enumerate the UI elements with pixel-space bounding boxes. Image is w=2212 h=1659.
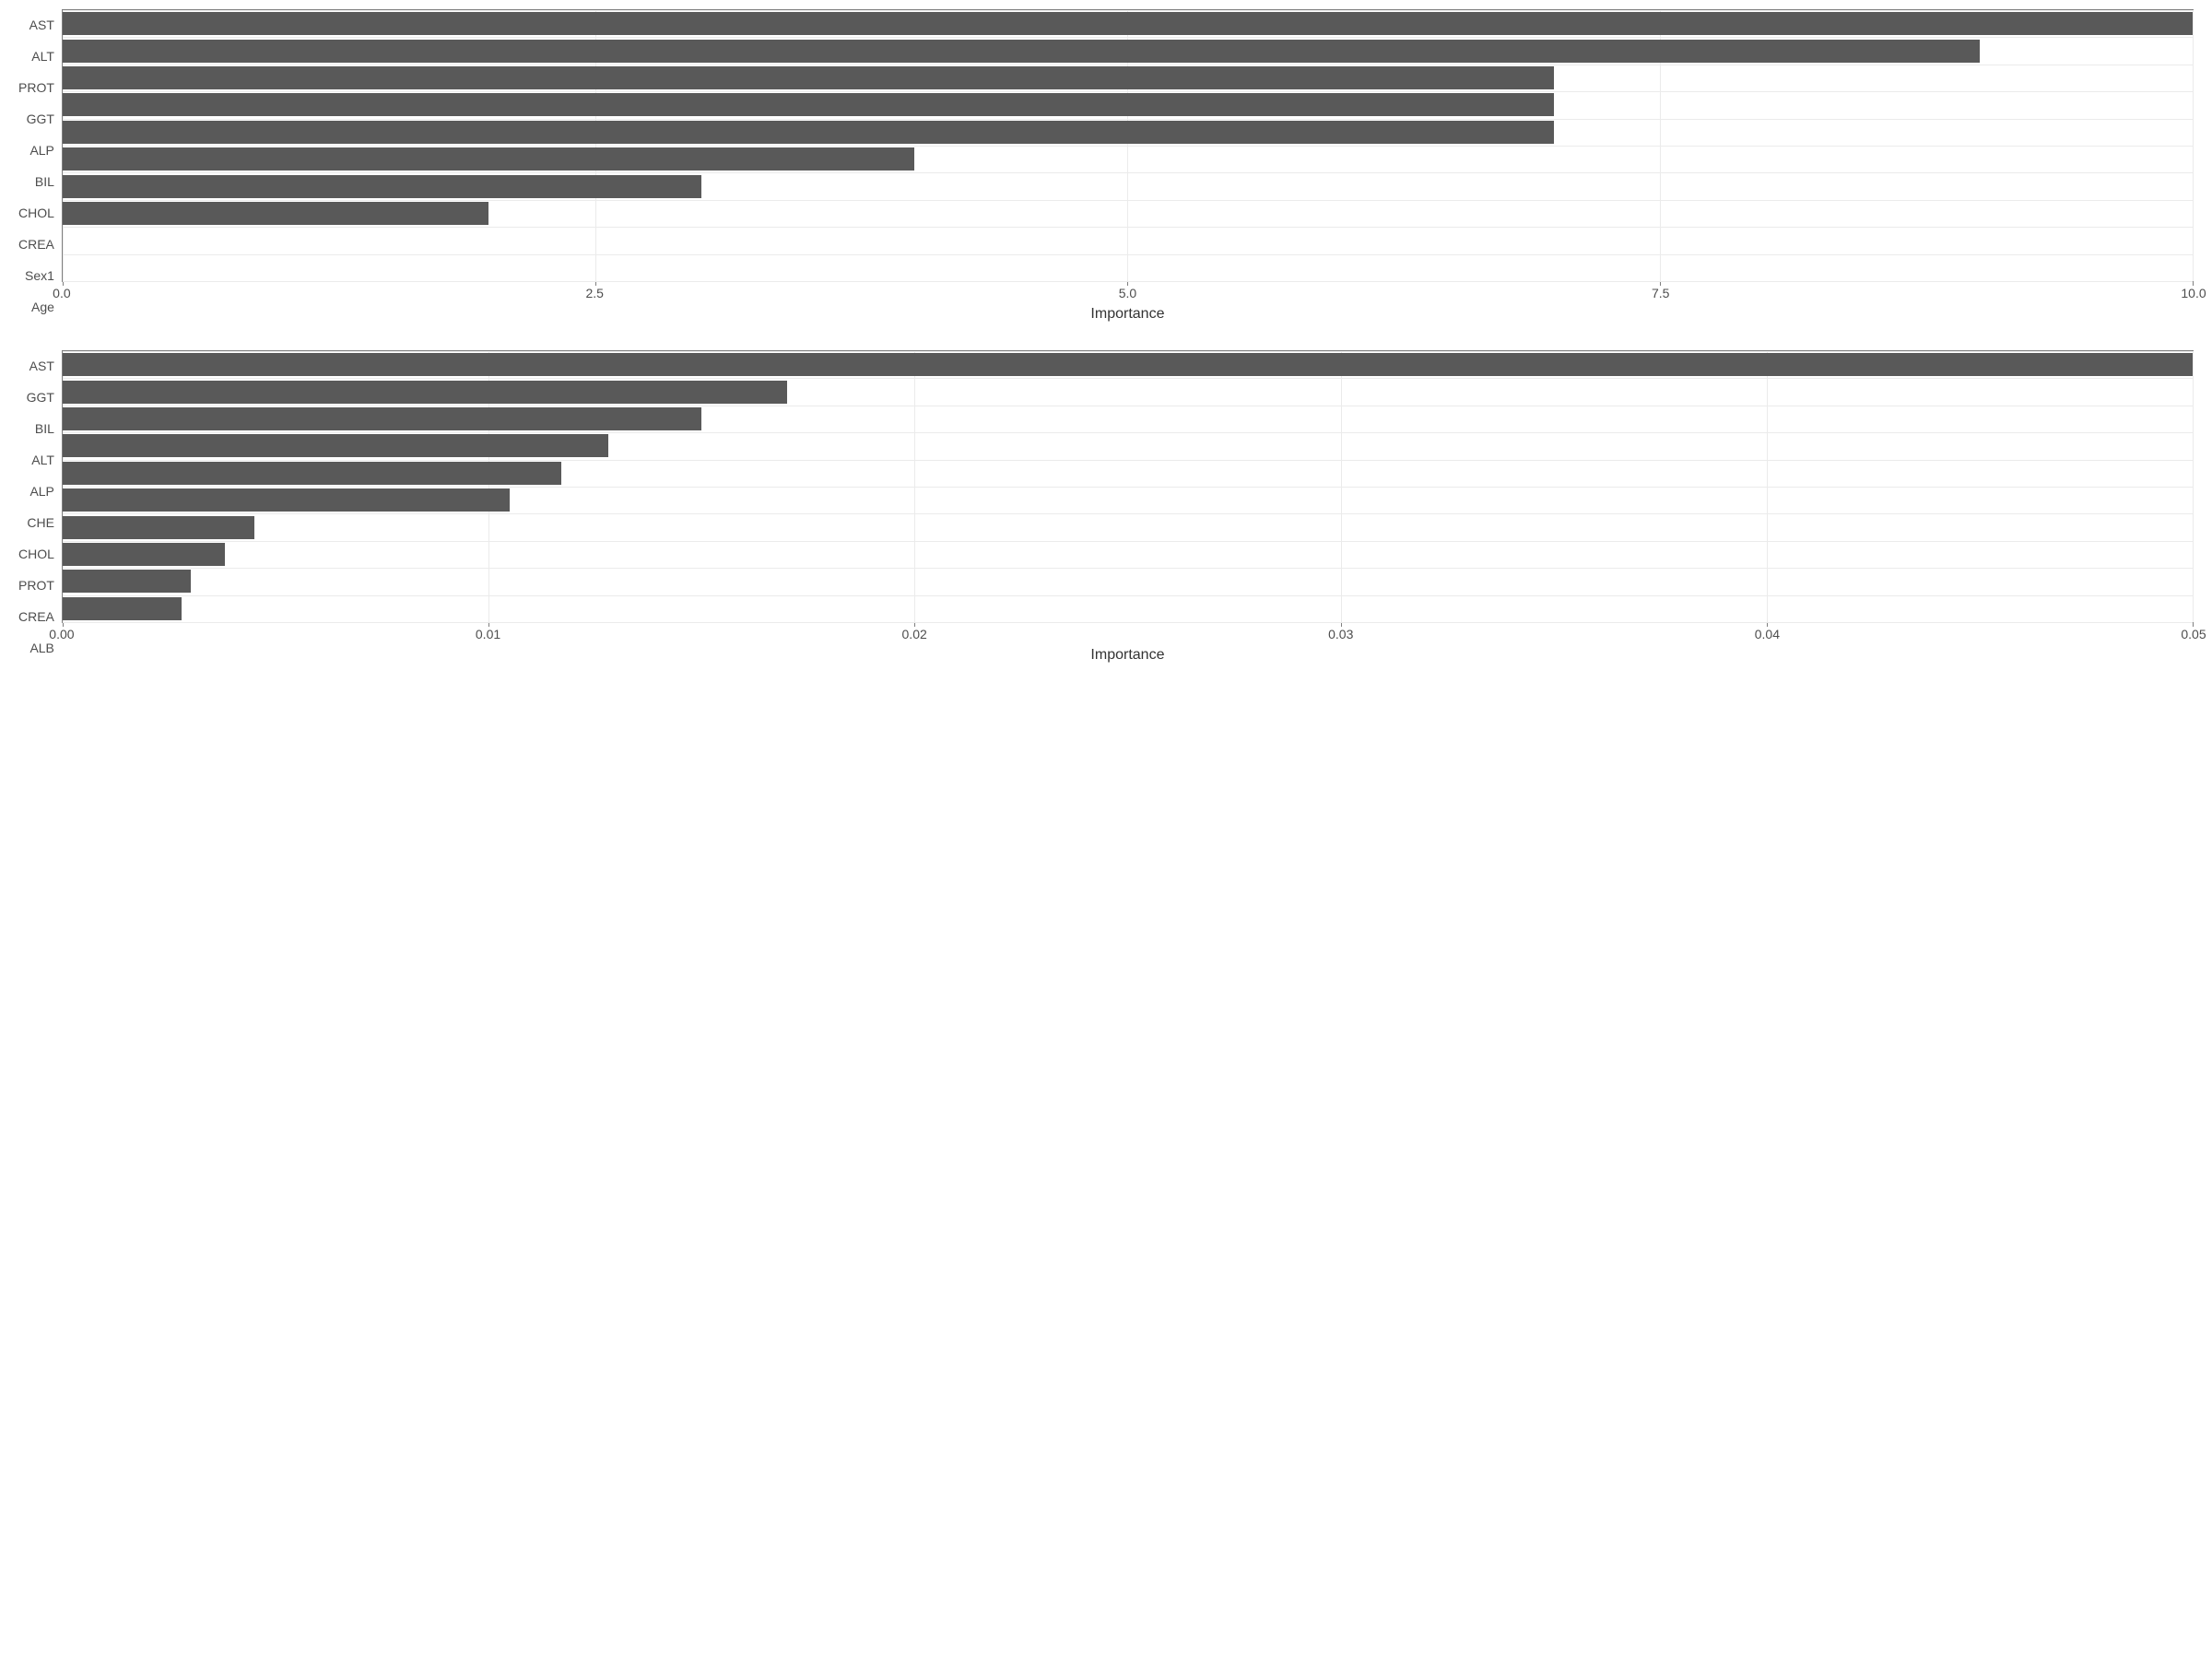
bar <box>63 462 561 485</box>
x-tick-label: 0.0 <box>53 286 70 300</box>
x-axis-chart2: 0.000.010.020.030.040.05 <box>62 623 2194 645</box>
bar <box>63 66 1554 89</box>
y-axis-chart2: ASTGGTBILALTALPCHECHOLPROTCREAALB <box>18 350 62 664</box>
y-label: ALP <box>29 476 53 507</box>
bar-slot <box>63 172 2193 199</box>
x-tick-label: 7.5 <box>1652 286 1669 300</box>
y-label: Sex1 <box>25 260 54 291</box>
bar-slot <box>63 119 2193 146</box>
x-tick-label: 0.05 <box>2181 627 2206 641</box>
y-label: CHE <box>27 507 54 538</box>
bar-slot <box>63 146 2193 172</box>
bars-layer <box>63 10 2193 281</box>
bar-slot <box>63 351 2193 378</box>
y-label: BIL <box>35 166 54 197</box>
bar-slot <box>63 568 2193 594</box>
bar <box>63 353 2193 376</box>
y-label: Age <box>31 291 54 323</box>
y-label: PROT <box>18 72 54 103</box>
bar-slot <box>63 432 2193 459</box>
bar <box>63 434 608 457</box>
x-tick-label: 10.0 <box>2181 286 2206 300</box>
bar-slot <box>63 595 2193 622</box>
bar <box>63 175 701 198</box>
x-axis-title: Importance <box>62 306 2194 323</box>
x-tick-label: 0.03 <box>1328 627 1353 641</box>
bar-slot <box>63 65 2193 91</box>
bar <box>63 121 1554 144</box>
y-axis-chart1: ASTALTPROTGGTALPBILCHOLCREASex1Age <box>18 9 62 323</box>
y-label: ALT <box>31 41 54 72</box>
bar-slot <box>63 406 2193 432</box>
y-label: BIL <box>35 413 54 444</box>
y-label: ALT <box>31 444 54 476</box>
y-label: PROT <box>18 570 54 601</box>
x-axis-chart1: 0.02.55.07.510.0 <box>62 282 2194 304</box>
bar-slot <box>63 487 2193 513</box>
bar <box>63 570 191 593</box>
y-label: CREA <box>18 229 54 260</box>
bar-slot <box>63 513 2193 540</box>
x-tick-label: 0.02 <box>902 627 927 641</box>
y-label: ALP <box>29 135 53 166</box>
bar <box>63 597 182 620</box>
bar <box>63 488 510 512</box>
y-label: CHOL <box>18 197 54 229</box>
y-label: GGT <box>27 103 54 135</box>
bars-layer <box>63 351 2193 622</box>
bar-slot <box>63 460 2193 487</box>
bar <box>63 543 225 566</box>
x-tick-label: 0.00 <box>49 627 74 641</box>
gridline-v <box>2193 351 2194 622</box>
bar <box>63 516 254 539</box>
y-label: CHOL <box>18 538 54 570</box>
x-tick-label: 5.0 <box>1119 286 1136 300</box>
x-tick-label: 2.5 <box>585 286 603 300</box>
bar-slot <box>63 227 2193 253</box>
bar-slot <box>63 200 2193 227</box>
bar-slot <box>63 541 2193 568</box>
x-axis-title: Importance <box>62 647 2194 664</box>
y-label: AST <box>29 350 54 382</box>
bar <box>63 93 1554 116</box>
bar <box>63 407 701 430</box>
plot-area-chart2 <box>62 350 2194 623</box>
y-label: AST <box>29 9 54 41</box>
plot-area-chart1 <box>62 9 2194 282</box>
bar-slot <box>63 254 2193 281</box>
y-label: GGT <box>27 382 54 413</box>
chart-chart2: ASTGGTBILALTALPCHECHOLPROTCREAALB0.00 0.0… <box>18 350 2194 664</box>
bar <box>63 381 787 404</box>
bar-slot <box>63 378 2193 405</box>
bar-slot <box>63 91 2193 118</box>
chart-chart1: ASTALTPROTGGTALPBILCHOLCREASex1Age0.0 2.5… <box>18 9 2194 323</box>
bar-slot <box>63 37 2193 64</box>
bar <box>63 40 1980 63</box>
x-tick-label: 0.01 <box>476 627 500 641</box>
gridline-v <box>2193 10 2194 281</box>
bar-slot <box>63 10 2193 37</box>
bar <box>63 12 2193 35</box>
bar <box>63 202 488 225</box>
x-tick-label: 0.04 <box>1755 627 1780 641</box>
bar <box>63 147 914 171</box>
